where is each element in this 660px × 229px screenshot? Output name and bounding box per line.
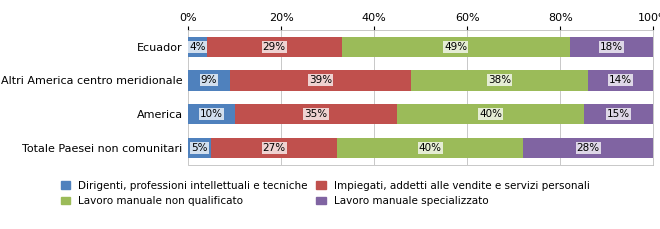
Bar xyxy=(188,138,211,158)
Bar xyxy=(235,104,397,124)
Bar xyxy=(583,104,653,124)
Text: 14%: 14% xyxy=(609,75,632,85)
Bar xyxy=(588,70,653,91)
Text: 18%: 18% xyxy=(600,42,623,52)
Text: 5%: 5% xyxy=(191,143,208,153)
Bar xyxy=(230,70,411,91)
Bar xyxy=(570,36,653,57)
Bar xyxy=(188,104,235,124)
Bar xyxy=(342,36,570,57)
Legend: Dirigenti, professioni intellettuali e tecniche, Lavoro manuale non qualificato,: Dirigenti, professioni intellettuali e t… xyxy=(61,181,590,206)
Text: 27%: 27% xyxy=(263,143,286,153)
Text: 10%: 10% xyxy=(200,109,223,119)
Bar xyxy=(207,36,342,57)
Text: 39%: 39% xyxy=(309,75,332,85)
Text: 9%: 9% xyxy=(201,75,217,85)
Text: 49%: 49% xyxy=(444,42,467,52)
Text: 40%: 40% xyxy=(418,143,442,153)
Bar xyxy=(523,138,653,158)
Bar xyxy=(188,36,207,57)
Text: 38%: 38% xyxy=(488,75,512,85)
Bar xyxy=(337,138,523,158)
Text: 15%: 15% xyxy=(607,109,630,119)
Bar xyxy=(397,104,583,124)
Bar xyxy=(411,70,588,91)
Bar xyxy=(211,138,337,158)
Bar xyxy=(188,70,230,91)
Text: 35%: 35% xyxy=(304,109,327,119)
Text: 4%: 4% xyxy=(189,42,206,52)
Text: 28%: 28% xyxy=(577,143,600,153)
Text: 29%: 29% xyxy=(263,42,286,52)
Text: 40%: 40% xyxy=(479,109,502,119)
